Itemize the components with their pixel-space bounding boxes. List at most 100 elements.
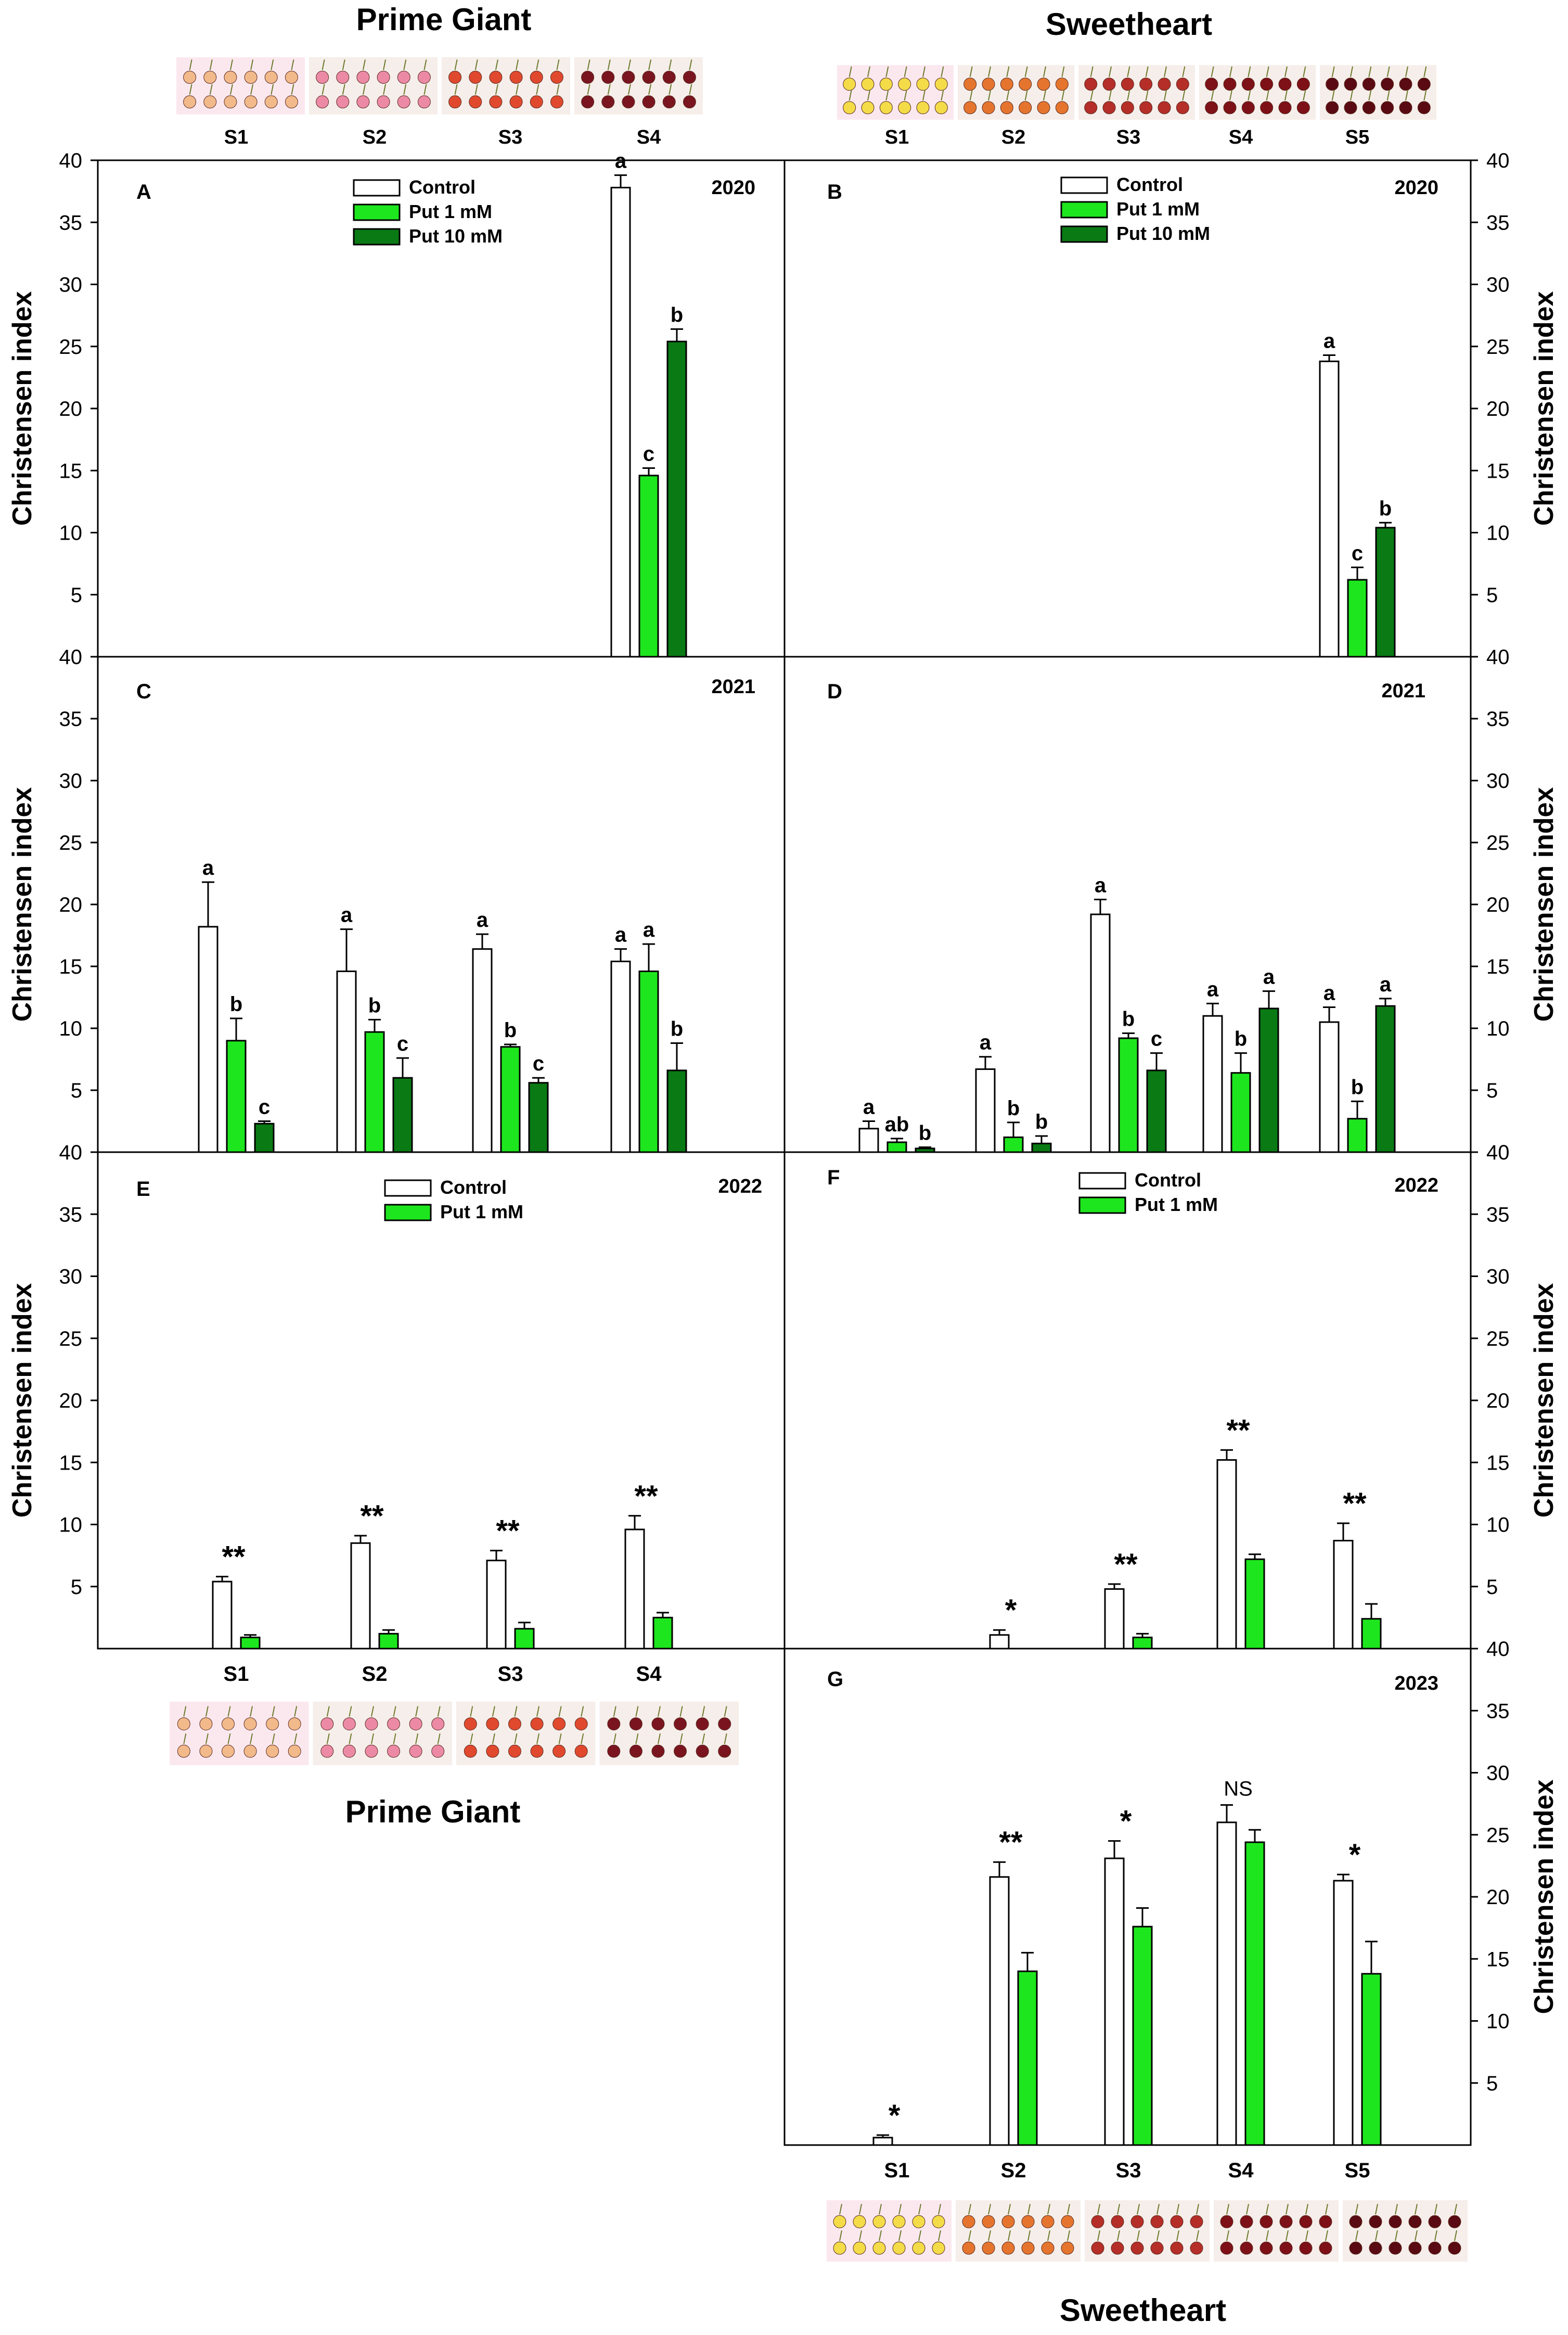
y-tick-label: 20 (1486, 1389, 1510, 1412)
cherry-fruit (530, 1717, 544, 1731)
cherry-fruit (1369, 2215, 1382, 2228)
cherry-fruit (674, 1717, 687, 1731)
cherry-stem (689, 59, 692, 70)
cherry-stem (941, 90, 944, 101)
chart-panel-g: 5 10 15 20 25 30 35 40 Christensen index G 2023 * S1… (783, 1638, 1559, 2182)
y-axis-label: Christensen index (7, 291, 37, 526)
cherry-stem (229, 59, 233, 70)
photo-label-sh-s3: S3 (1116, 126, 1140, 148)
y-tick-label: 35 (1486, 211, 1510, 234)
cherry-stem (657, 1733, 661, 1744)
cherry-stem (938, 2230, 941, 2241)
cherry-fruit (469, 71, 482, 84)
cherry-stem (1067, 2204, 1070, 2215)
cherry-stem (1226, 2230, 1229, 2241)
cherry-fruit (1041, 2215, 1055, 2228)
photo-panel (309, 57, 438, 114)
cherry-stem (1137, 2230, 1140, 2241)
bar-put-1-mm (514, 1628, 535, 1650)
cherry-fruit (1176, 78, 1189, 91)
legend-swatch-put-1-mm (1060, 201, 1108, 219)
cherry-stem (648, 84, 652, 95)
cherry-stem (581, 1733, 584, 1744)
cherry-fruit (224, 71, 237, 84)
cherry-stem (1117, 2230, 1120, 2241)
bar-put-1-mm (1003, 1136, 1024, 1153)
bar-put-10-mm (1258, 1007, 1279, 1153)
significance-letter: a (863, 1096, 875, 1119)
cherry-stem (1405, 90, 1408, 101)
cherry-fruit (1121, 78, 1134, 91)
cherry-fruit (581, 95, 595, 109)
cherry-fruit (365, 1717, 378, 1731)
cherry-fruit (1399, 78, 1412, 91)
photo-label-sh-s5: S5 (1345, 126, 1369, 148)
cherry-stem (209, 59, 213, 70)
y-tick-label: 15 (1486, 1451, 1510, 1474)
cherry-stem (904, 90, 907, 101)
cherry-fruit (288, 1717, 301, 1731)
cherry-fruit (1190, 2215, 1203, 2228)
cherry-fruit (448, 95, 462, 109)
significance-letter: b (504, 1019, 517, 1042)
cherry-fruit (1021, 2215, 1035, 2228)
cherry-stem (470, 1733, 473, 1744)
cherry-stem (1284, 66, 1288, 77)
bar-control (872, 2137, 893, 2146)
cherry-fruit (342, 1744, 356, 1758)
title-sweetheart-bottom: Sweetheart (1060, 2293, 1226, 2328)
chart-panel-e: 5 10 15 20 25 30 35 40 Christensen index E 2022 ** S… (7, 1141, 786, 1686)
cherry-fruit (431, 1744, 445, 1758)
significance-letter: a (1095, 874, 1107, 897)
photo-panel (1320, 65, 1436, 120)
cherry-fruit (872, 2241, 886, 2255)
x-tick-label: S4 (1228, 2159, 1254, 2182)
cherry-stem (342, 59, 345, 70)
cherry-stem (657, 1706, 661, 1717)
y-tick-label: 25 (59, 1328, 83, 1350)
y-tick-label: 40 (59, 1141, 83, 1164)
legend-label: Put 10 mM (409, 225, 503, 247)
cherry-fruit (316, 71, 329, 84)
cherry-fruit (642, 95, 656, 109)
cherry-fruit (1389, 2241, 1402, 2255)
cherry-stem (839, 2204, 842, 2215)
cherry-fruit (183, 71, 197, 84)
cherry-stem (393, 1733, 396, 1744)
cherry-stem (1090, 66, 1094, 77)
cherry-fruit (1240, 2215, 1253, 2228)
legend-label: Control (409, 176, 475, 198)
y-tick-label: 30 (59, 1266, 83, 1288)
y-tick-label: 15 (59, 1451, 83, 1474)
cherry-stem (536, 84, 539, 95)
cherry-stem (679, 1733, 683, 1744)
significance-marker: * (1120, 1805, 1132, 1839)
cherry-fruit (244, 71, 258, 84)
cherry-stem (326, 1706, 330, 1717)
cherry-fruit (696, 1744, 709, 1758)
photo-panel (1343, 2200, 1468, 2262)
cherry-fruit (1190, 2241, 1203, 2255)
cherry-fruit (963, 101, 977, 114)
cherry-fruit (1448, 2241, 1461, 2255)
cherry-stem (969, 66, 973, 77)
cherry-fruit (1170, 2215, 1184, 2228)
y-tick-label: 10 (1486, 1514, 1510, 1537)
cherry-stem (492, 1706, 495, 1717)
cherry-stem (516, 84, 519, 95)
cherry-stem (271, 59, 274, 70)
significance-letter: a (1323, 982, 1335, 1005)
bar-put-1-mm (1361, 1618, 1382, 1650)
cherry-stem (415, 1706, 419, 1717)
cherry-fruit (288, 1744, 301, 1758)
cherry-stem (1415, 2230, 1418, 2241)
cherry-fruit (377, 71, 390, 84)
cherry-stem (988, 2230, 991, 2241)
significance-marker: * (1005, 1593, 1017, 1627)
y-tick-label: 10 (1486, 1017, 1510, 1040)
cherry-stem (1434, 2204, 1437, 2215)
cherry-stem (1284, 90, 1288, 101)
cherry-fruit (843, 78, 856, 91)
cherry-fruit (1150, 2241, 1164, 2255)
bar-put-1-mm (886, 1141, 907, 1153)
